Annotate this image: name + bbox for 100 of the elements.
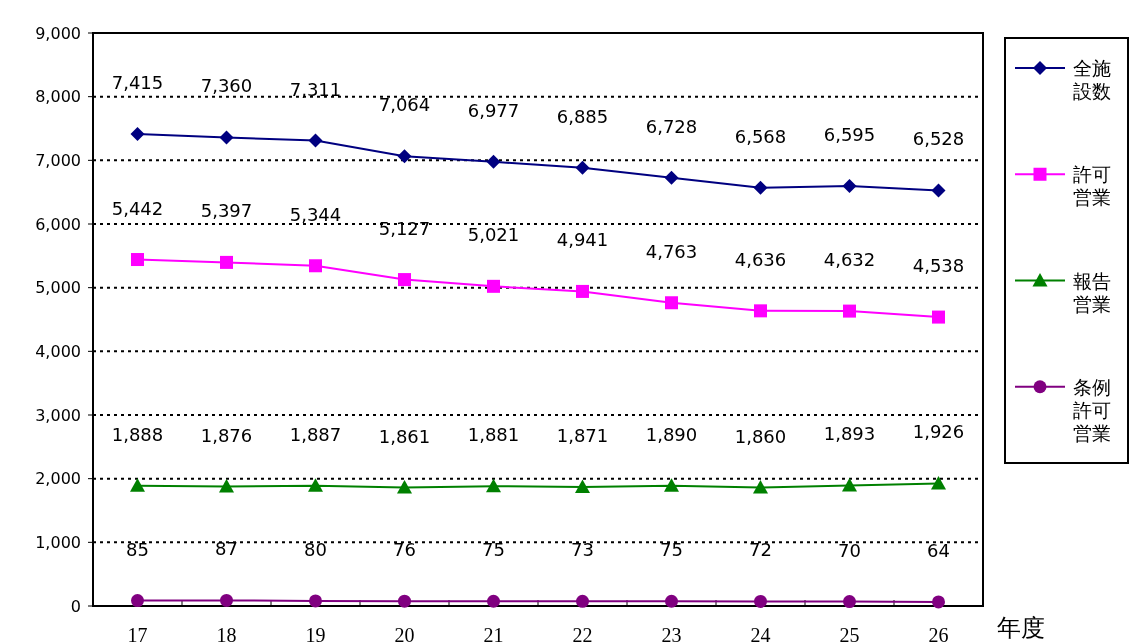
point [487,594,500,608]
point [931,183,946,198]
point [665,594,678,608]
point [220,255,233,269]
y-tick-label: 6,000 [35,214,81,234]
point [664,170,679,185]
point [575,479,590,493]
data-label: 1,860 [734,425,787,447]
data-label: 73 [571,539,594,561]
point [398,594,411,608]
point [575,160,590,175]
point [397,480,412,494]
point [487,279,500,293]
y-tick-label: 9,000 [35,23,81,43]
data-label: 7,311 [289,78,342,100]
data-label: 5,021 [467,224,520,246]
data-label: 6,885 [556,105,609,127]
point [842,179,857,194]
data-label: 5,397 [200,200,253,222]
data-label: 5,344 [289,203,342,225]
point [932,310,945,324]
y-tick-label: 8,000 [35,87,81,107]
x-tick-label: 25 [839,624,860,642]
point [753,480,768,494]
data-label: 7,360 [200,75,253,97]
data-label: 64 [927,539,950,561]
data-label: 4,636 [734,248,787,270]
x-tick-label: 18 [216,624,237,642]
point [309,594,322,608]
data-label: 7,064 [378,94,431,116]
x-axis-title: 年度 [997,614,1045,642]
legend-label: 条例許可営業 [1073,375,1111,444]
point [576,594,589,608]
point [576,284,589,298]
x-tick-label: 20 [394,624,415,642]
data-label: 7,415 [111,71,164,93]
data-label: 1,876 [200,424,253,446]
y-tick-label: 4,000 [35,341,81,361]
point [843,595,856,609]
data-label: 1,887 [289,423,342,445]
point [130,126,145,141]
point [486,154,501,169]
data-label: 1,890 [645,423,698,445]
data-label: 6,595 [823,124,876,146]
data-label: 4,632 [823,249,876,271]
data-label: 4,538 [912,255,965,277]
data-label: 1,926 [912,421,965,443]
point [842,477,857,492]
y-tick-label: 2,000 [35,469,81,489]
data-label: 6,528 [912,128,965,150]
point [131,253,144,267]
point [219,479,234,493]
point [309,259,322,273]
x-tick-label: 26 [928,624,949,642]
data-label: 4,941 [556,229,609,251]
point [130,478,145,492]
x-tick-label: 22 [572,624,593,642]
legend-label: 許可営業 [1073,163,1111,209]
point [308,478,323,492]
legend-label: 全施設数 [1073,57,1111,102]
data-label: 6,728 [645,115,698,137]
data-label: 75 [660,539,683,561]
data-label: 1,861 [378,425,431,447]
point [931,475,946,490]
y-tick-label: 3,000 [35,405,81,425]
x-tick-label: 21 [483,624,504,642]
x-tick-label: 17 [127,624,148,642]
y-tick-label: 5,000 [35,278,81,298]
point [220,593,233,607]
data-label: 1,888 [111,423,164,445]
data-label: 70 [838,539,861,561]
point [843,304,856,318]
point [308,133,323,148]
point [398,273,411,287]
y-tick-label: 7,000 [35,150,81,170]
point [131,594,144,608]
data-label: 6,568 [734,125,787,147]
data-label: 5,442 [111,197,164,219]
x-tick-label: 24 [750,624,771,642]
x-tick-label: 23 [661,624,682,642]
point [486,478,501,493]
point [753,180,768,195]
data-label: 1,871 [556,424,609,446]
point [664,478,679,492]
data-label: 75 [482,539,505,561]
point [219,130,234,145]
data-label: 76 [393,539,416,561]
point [665,296,678,310]
data-label: 80 [304,538,327,560]
point [754,594,767,608]
y-tick-label: 1,000 [35,532,81,552]
point [754,304,767,318]
data-label: 6,977 [467,99,520,121]
data-label: 72 [749,539,772,561]
y-tick-label: 0 [70,596,81,616]
data-label: 85 [126,538,149,560]
data-label: 1,893 [823,423,876,445]
data-label: 4,763 [645,240,698,262]
point [397,149,412,164]
data-label: 1,881 [467,424,520,446]
